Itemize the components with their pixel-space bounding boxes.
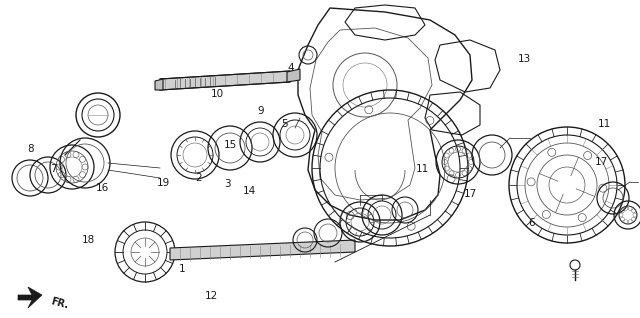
Text: 7: 7	[50, 163, 56, 174]
Text: 13: 13	[518, 54, 531, 64]
Text: 17: 17	[595, 157, 608, 167]
Text: 6: 6	[528, 218, 534, 228]
Text: FR.: FR.	[50, 296, 70, 310]
Text: 16: 16	[96, 183, 109, 193]
Text: 9: 9	[258, 106, 264, 116]
Text: 8: 8	[27, 144, 33, 155]
Text: 1: 1	[179, 264, 186, 274]
Text: 3: 3	[224, 179, 230, 190]
Text: 4: 4	[288, 63, 294, 73]
Polygon shape	[287, 69, 300, 82]
Text: 11: 11	[598, 119, 611, 129]
Text: 5: 5	[282, 119, 288, 129]
Text: 10: 10	[211, 89, 224, 99]
Polygon shape	[170, 240, 355, 260]
Text: 18: 18	[82, 235, 95, 245]
Text: 11: 11	[416, 163, 429, 174]
Text: 14: 14	[243, 186, 256, 196]
Polygon shape	[18, 287, 42, 308]
Polygon shape	[160, 71, 290, 90]
Text: 15: 15	[224, 140, 237, 150]
Polygon shape	[155, 79, 163, 90]
Text: 12: 12	[205, 291, 218, 301]
Text: 19: 19	[157, 178, 170, 188]
Text: 2: 2	[195, 173, 202, 183]
Text: 17: 17	[464, 189, 477, 199]
